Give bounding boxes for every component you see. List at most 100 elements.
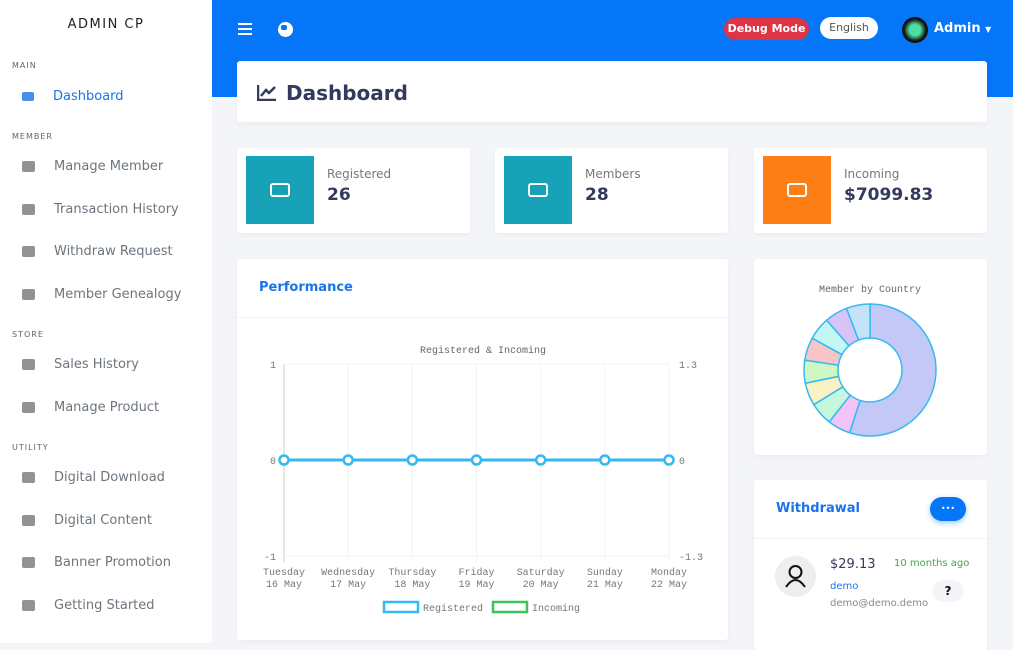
legend-swatch bbox=[382, 600, 420, 614]
withdrawal-status-badge[interactable]: ? bbox=[932, 580, 964, 602]
stat-value: 28 bbox=[585, 185, 609, 205]
users-icon bbox=[22, 161, 35, 173]
boxes-icon bbox=[22, 401, 35, 413]
data-point bbox=[599, 454, 611, 466]
sidebar-item-label: Withdraw Request bbox=[54, 244, 173, 260]
stat-label: Members bbox=[585, 167, 641, 181]
donut-slice bbox=[845, 303, 871, 342]
sidebar-item-getting-started[interactable]: Getting Started bbox=[0, 584, 212, 627]
y-right-tick: -1.3 bbox=[679, 553, 703, 564]
sidebar-item-label: Sales History bbox=[54, 357, 139, 373]
hand-holding-icon bbox=[22, 246, 35, 258]
sidebar-section-title: UTILITY bbox=[12, 442, 49, 452]
user-name: Admin bbox=[934, 21, 981, 36]
sidebar-item-digital-download[interactable]: Digital Download bbox=[0, 457, 212, 500]
globe-icon[interactable] bbox=[278, 22, 293, 37]
legend-swatch bbox=[491, 600, 529, 614]
y-right-tick: 1.3 bbox=[679, 361, 697, 372]
x-tick-label: Friday bbox=[458, 567, 494, 579]
sidebar-section-title: STORE bbox=[12, 329, 44, 339]
debug-mode-badge[interactable]: Debug Mode bbox=[724, 18, 809, 40]
sidebar-item-banner-promotion[interactable]: Banner Promotion bbox=[0, 542, 212, 585]
data-point bbox=[470, 454, 483, 466]
sidebar-item-label: Getting Started bbox=[54, 597, 155, 613]
cash-register-icon bbox=[22, 203, 35, 215]
x-tick-label: Tuesday bbox=[263, 567, 305, 579]
performance-card: Performance bbox=[237, 259, 728, 640]
x-tick-label: 22 May bbox=[651, 580, 687, 591]
sidebar-item-label: Digital Download bbox=[54, 470, 165, 486]
copy-icon bbox=[22, 514, 35, 526]
puzzle-icon bbox=[22, 557, 35, 569]
data-point bbox=[663, 454, 675, 466]
user-menu[interactable]: Admin ▼ bbox=[934, 21, 991, 36]
member-country-chart: Member by Country bbox=[803, 284, 937, 437]
chart-title: Registered & Incoming bbox=[420, 345, 546, 357]
sidebar-item-transaction-history[interactable]: Transaction History bbox=[0, 188, 212, 231]
sidebar-section-title: MAIN bbox=[12, 61, 37, 70]
sidebar-item-manage-product[interactable]: Manage Product bbox=[0, 386, 212, 429]
x-tick-label: 18 May bbox=[394, 580, 430, 591]
sidebar-item-label: Transaction History bbox=[54, 201, 179, 217]
sidebar: ADMIN CP MAIN Dashboard MEMBER Manage Membe… bbox=[0, 0, 212, 643]
chart-title: Member by Country bbox=[819, 284, 921, 296]
sidebar-item-manage-member[interactable]: Manage Member bbox=[0, 146, 212, 189]
sidebar-item-member-genealogy[interactable]: Member Genealogy bbox=[0, 273, 212, 316]
y-left-tick: 1 bbox=[270, 361, 276, 372]
chart-line-icon bbox=[22, 91, 34, 101]
stat-value: 26 bbox=[327, 185, 351, 205]
sidebar-item-withdraw-request[interactable]: Withdraw Request bbox=[0, 231, 212, 274]
withdrawal-time: 10 months ago bbox=[894, 558, 970, 569]
menu-toggle-icon[interactable] bbox=[238, 23, 252, 35]
cloud-download-icon bbox=[22, 472, 35, 484]
x-tick-label: 20 May bbox=[523, 580, 559, 591]
sidebar-item-dashboard[interactable]: Dashboard bbox=[0, 75, 212, 118]
data-point bbox=[534, 454, 547, 466]
x-tick-label: Saturday bbox=[517, 567, 565, 579]
language-button[interactable]: English bbox=[820, 17, 878, 39]
y-left-tick: -1 bbox=[264, 553, 276, 564]
x-tick-label: 19 May bbox=[458, 580, 494, 591]
x-tick-label: Monday bbox=[651, 567, 687, 579]
sidebar-item-label: Dashboard bbox=[53, 88, 124, 104]
stat-card-incoming: Incoming $7099.83 bbox=[754, 148, 987, 233]
sitemap-icon bbox=[22, 288, 35, 300]
stat-card-members: Members 28 bbox=[495, 148, 728, 233]
sidebar-item-label: Digital Content bbox=[54, 512, 152, 528]
money-bill-icon bbox=[763, 156, 831, 224]
withdrawal-card: Withdrawal ••• $29.13 10 months ago demo… bbox=[754, 480, 987, 650]
sidebar-item-label: Banner Promotion bbox=[54, 555, 171, 571]
sidebar-item-sales-history[interactable]: Sales History bbox=[0, 344, 212, 387]
x-tick-label: Thursday bbox=[388, 567, 436, 579]
sidebar-section-title: MEMBER bbox=[12, 131, 53, 141]
performance-title: Performance bbox=[259, 280, 353, 295]
data-point bbox=[278, 454, 290, 466]
y-left-tick: 0 bbox=[270, 457, 276, 468]
chart-line-icon bbox=[257, 85, 276, 101]
page-header: Dashboard bbox=[237, 61, 987, 122]
stat-value: $7099.83 bbox=[844, 185, 934, 205]
x-tick-label: Sunday bbox=[587, 567, 623, 579]
handshake-icon bbox=[504, 156, 572, 224]
sidebar-item-digital-content[interactable]: Digital Content bbox=[0, 499, 212, 542]
x-tick-label: 17 May bbox=[330, 580, 366, 591]
x-tick-label: Wednesday bbox=[321, 567, 375, 579]
data-point bbox=[406, 454, 419, 466]
more-button[interactable]: ••• bbox=[930, 497, 966, 521]
stat-label: Incoming bbox=[844, 167, 900, 181]
legend-label: Registered bbox=[423, 603, 483, 615]
withdrawal-user[interactable]: demo bbox=[830, 581, 859, 592]
brand-logo: ADMIN CP bbox=[67, 17, 145, 32]
caret-down-icon: ▼ bbox=[985, 25, 992, 34]
withdrawal-title: Withdrawal bbox=[776, 501, 860, 516]
y-right-tick: 0 bbox=[679, 457, 685, 468]
withdrawal-email: demo@demo.demo bbox=[830, 598, 929, 609]
page-title: Dashboard bbox=[286, 81, 408, 105]
sidebar-item-label: Manage Member bbox=[54, 159, 164, 175]
x-tick-label: 16 May bbox=[266, 580, 302, 591]
sidebar-item-label: Member Genealogy bbox=[54, 286, 182, 302]
withdrawal-amount: $29.13 bbox=[830, 557, 876, 572]
avatar[interactable] bbox=[902, 17, 928, 43]
address-book-icon bbox=[246, 156, 314, 224]
